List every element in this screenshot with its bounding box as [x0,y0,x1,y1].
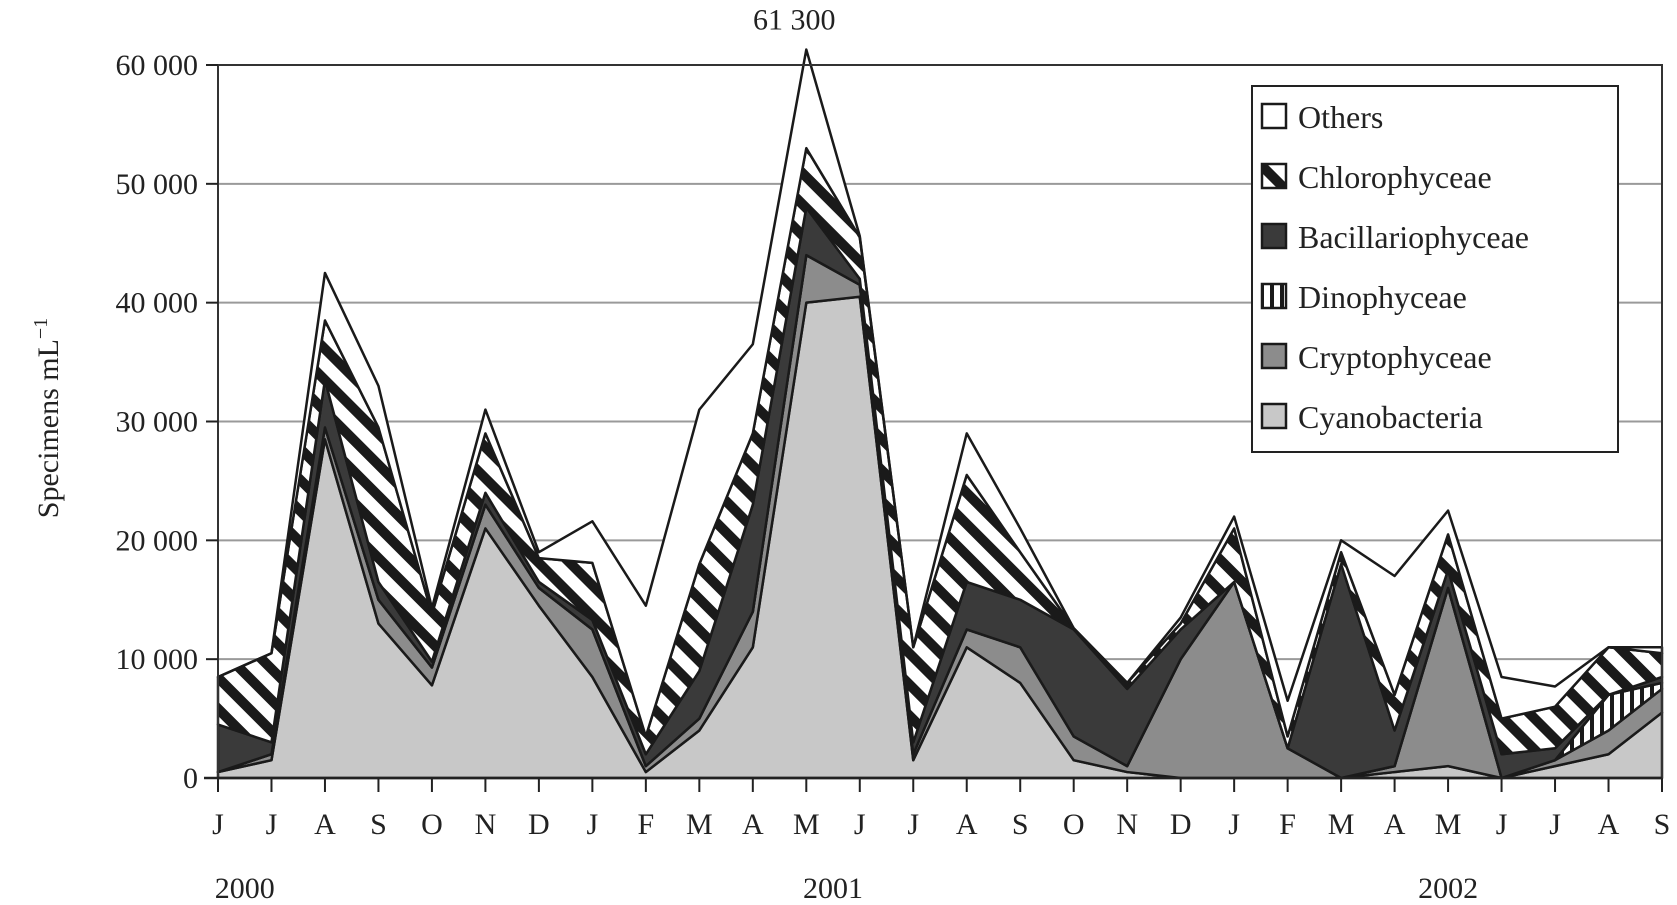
y-tick-label-5: 50 000 [116,168,199,201]
x-tick-label-23: M [1435,808,1462,841]
x-tick-label-11: M [793,808,820,841]
y-tick-label-3: 30 000 [116,406,199,439]
x-tick-label-12: J [854,808,866,841]
legend-swatch-bacillariophyceae [1260,222,1288,250]
peak-annotation-0: 61 300 [753,4,836,37]
y-axis-label-superscript: −1 [30,318,52,339]
legend-label-dinophyceae: Dinophyceae [1298,279,1467,315]
x-tick-label-16: O [1063,808,1085,841]
legend: Others Chlorophyceae Bacillariophyceae Dino… [1251,85,1619,453]
x-tick-label-21: M [1328,808,1355,841]
y-tick-label-0: 0 [183,762,198,795]
legend-label-chlorophyceae: Chlorophyceae [1298,159,1492,195]
x-tick-label-20: F [1279,808,1296,841]
legend-box [1251,85,1619,453]
axes: 0 10 000 20 000 30 000 40 000 50 000 60 000 J J A… [116,49,1671,905]
y-axis-label: Specimens mL−1 [30,318,65,518]
year-label-1: 2001 [803,872,863,905]
x-tick-label-4: O [421,808,443,841]
year-label-0: 2000 [215,872,275,905]
x-tick-label-13: J [907,808,919,841]
x-tick-label-0: J [212,808,224,841]
x-tick-label-18: D [1170,808,1192,841]
legend-swatch-others [1260,102,1288,130]
year-label-2: 2002 [1418,872,1478,905]
y-tick-label-6: 60 000 [116,49,199,82]
legend-swatch-chlorophyceae [1260,162,1288,190]
x-tick-label-15: S [1012,808,1029,841]
legend-swatch-cryptophyceae [1260,342,1288,370]
legend-label-cryptophyceae: Cryptophyceae [1298,339,1492,375]
legend-swatch-dinophyceae [1260,282,1288,310]
legend-label-others: Others [1298,99,1383,135]
x-tick-label-24: J [1496,808,1508,841]
x-tick-label-19: J [1228,808,1240,841]
legend-items: Others Chlorophyceae Bacillariophyceae Dino… [1260,99,1529,435]
x-tick-label-17: N [1116,808,1138,841]
x-tick-label-26: A [1598,808,1620,841]
x-tick-label-1: J [266,808,278,841]
y-tick-label-1: 10 000 [116,643,199,676]
x-tick-label-5: N [475,808,497,841]
x-tick-label-25: J [1549,808,1561,841]
x-tick-label-14: A [956,808,978,841]
x-tick-label-10: A [742,808,764,841]
x-tick-label-3: S [370,808,387,841]
legend-label-cyanobacteria: Cyanobacteria [1298,399,1483,435]
legend-swatch-cyanobacteria [1260,402,1288,430]
legend-label-bacillariophyceae: Bacillariophyceae [1298,219,1529,255]
x-tick-label-6: D [528,808,550,841]
y-axis-label-text: Specimens mL [32,339,65,518]
x-tick-label-27: S [1654,808,1671,841]
x-tick-label-9: M [686,808,713,841]
x-tick-label-7: J [587,808,599,841]
y-tick-label-4: 40 000 [116,287,199,320]
x-tick-label-8: F [638,808,655,841]
x-tick-label-22: A [1384,808,1406,841]
x-tick-label-2: A [314,808,336,841]
annotations: 61 300 [753,4,836,37]
y-tick-label-2: 20 000 [116,524,199,557]
